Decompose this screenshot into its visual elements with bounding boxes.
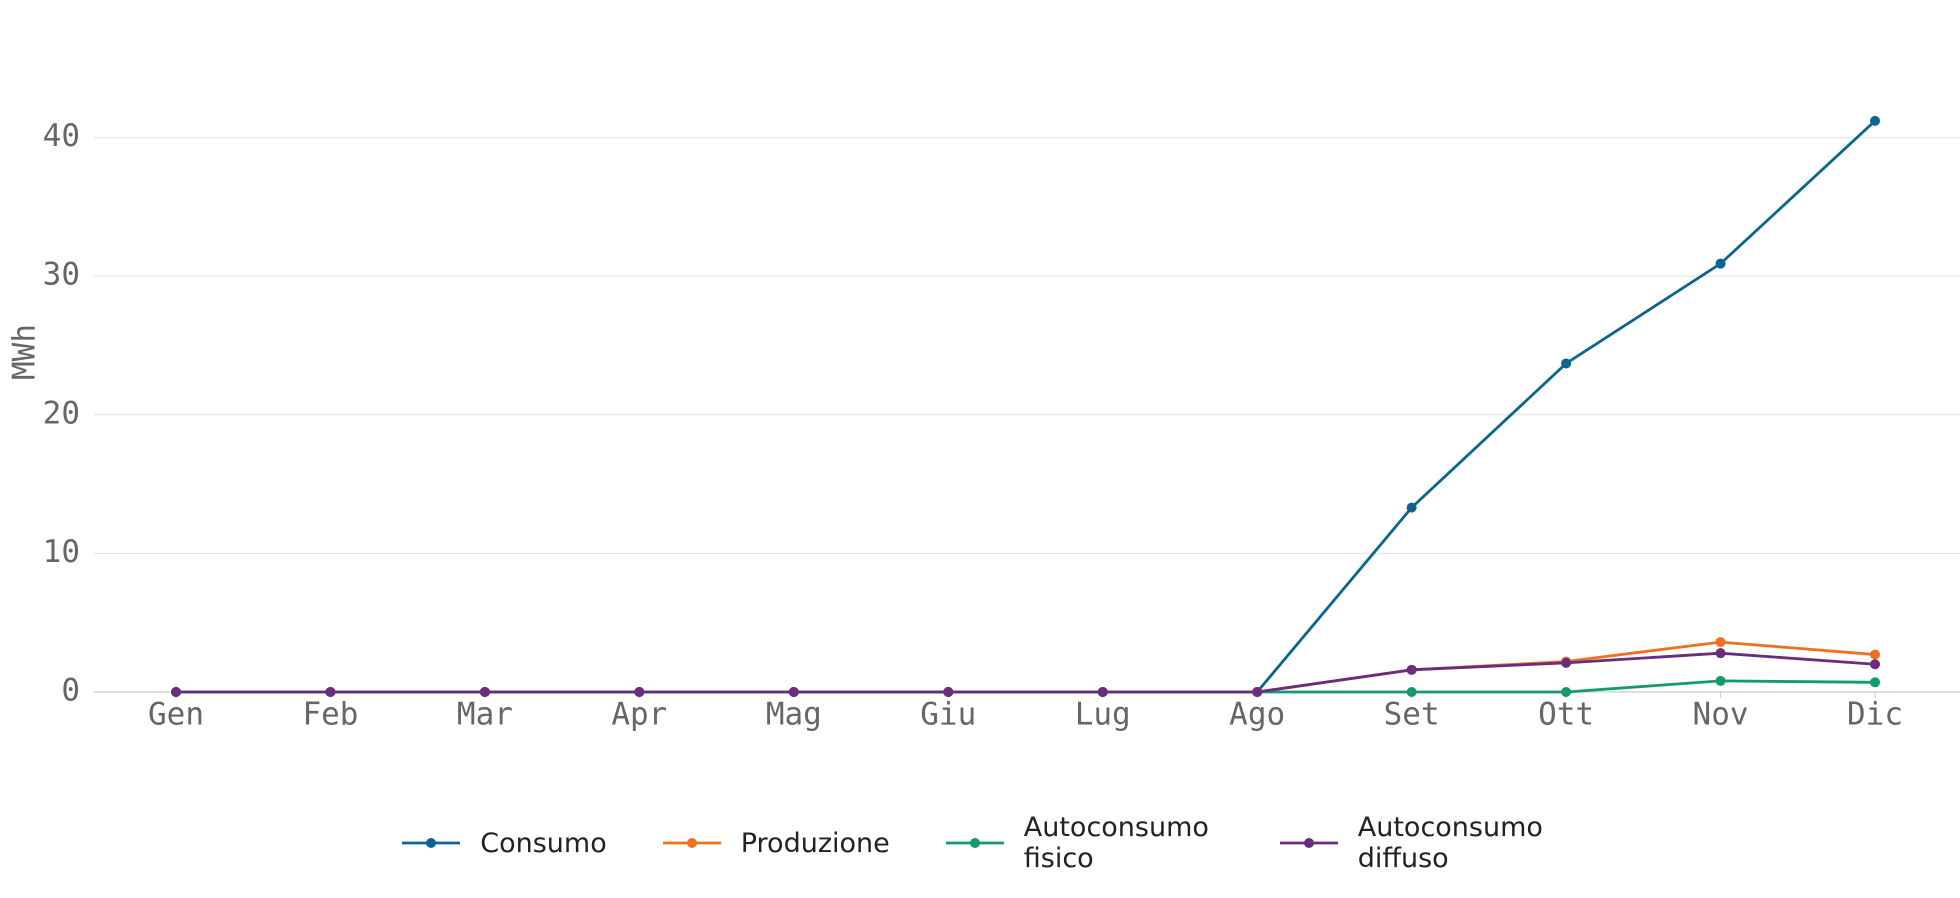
y-tick-label: 10: [43, 534, 80, 570]
legend-icon: [945, 838, 1004, 849]
y-tick-label: 30: [43, 257, 80, 293]
legend-label: Autoconsumo fisico: [1023, 812, 1209, 875]
x-tick-label: Set: [1384, 697, 1440, 733]
data-point: [1715, 258, 1726, 269]
legend-item[interactable]: Produzione: [662, 812, 890, 874]
data-point: [1406, 664, 1417, 675]
legend-item[interactable]: Autoconsumo diffuso: [1279, 812, 1558, 875]
x-tick-label: Lug: [1075, 697, 1131, 733]
y-tick-label: 40: [43, 118, 80, 154]
data-point: [1870, 677, 1880, 688]
x-tick-label: Gen: [148, 697, 204, 733]
x-tick-label: Dic: [1847, 697, 1903, 733]
series-line: [176, 640, 1876, 694]
x-tick-label: Mag: [766, 697, 822, 733]
data-point: [1561, 657, 1572, 668]
y-tick-label: 20: [43, 395, 80, 431]
data-point: [1870, 649, 1880, 660]
data-point: [1097, 687, 1108, 697]
legend-dot: [426, 838, 437, 849]
data-point: [634, 687, 645, 697]
y-tick-label: 0: [61, 673, 80, 709]
x-tick-label: Nov: [1693, 697, 1749, 733]
legend-item[interactable]: Autoconsumo fisico: [945, 812, 1224, 875]
data-point: [1561, 358, 1572, 369]
x-tick-label: Ago: [1229, 697, 1285, 733]
x-tick-label: Apr: [611, 697, 667, 733]
data-point: [1870, 659, 1880, 670]
data-point: [1561, 687, 1572, 697]
data-point: [943, 687, 954, 697]
y-axis-label: MWh: [7, 324, 43, 380]
legend-dot: [1303, 838, 1314, 849]
legend-label: Consumo: [480, 827, 607, 859]
data-point: [1870, 115, 1880, 126]
legend-icon: [1279, 838, 1338, 849]
data-point: [171, 687, 181, 697]
chart: MWh 0 10 20 30 40 Gen Feb Mar Apr Mag Giu Lug Ago Set…: [7, 115, 1960, 733]
data-point: [1406, 687, 1417, 697]
legend-item[interactable]: Consumo: [402, 812, 607, 874]
data-point: [325, 687, 336, 697]
legend-label: Autoconsumo diffuso: [1357, 812, 1543, 875]
legend-dot: [686, 838, 697, 849]
data-point: [1715, 637, 1726, 648]
data-point: [479, 687, 490, 697]
legend: Consumo Produzione Autoconsumo fisico Autoc…: [0, 812, 1960, 874]
legend-dot: [969, 838, 980, 849]
x-tick-label: Mar: [457, 697, 513, 733]
series-line: [176, 119, 1876, 694]
legend-label: Produzione: [740, 827, 890, 859]
x-tick-label: Feb: [302, 697, 358, 733]
data-point: [1406, 502, 1417, 513]
data-point: [788, 687, 799, 697]
data-point: [1715, 675, 1726, 686]
data-point: [1715, 648, 1726, 659]
x-tick-label: Giu: [920, 697, 976, 733]
legend-icon: [662, 838, 721, 849]
data-point: [1252, 687, 1263, 697]
series-line: [176, 651, 1876, 694]
series-line: [176, 679, 1876, 694]
legend-icon: [402, 838, 461, 849]
x-tick-label: Ott: [1538, 697, 1594, 733]
